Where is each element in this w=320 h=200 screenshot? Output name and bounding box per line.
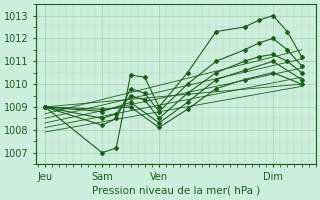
X-axis label: Pression niveau de la mer( hPa ): Pression niveau de la mer( hPa ) bbox=[92, 186, 260, 196]
